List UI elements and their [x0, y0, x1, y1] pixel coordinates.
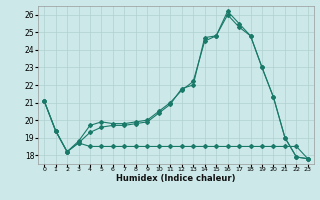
X-axis label: Humidex (Indice chaleur): Humidex (Indice chaleur): [116, 174, 236, 183]
